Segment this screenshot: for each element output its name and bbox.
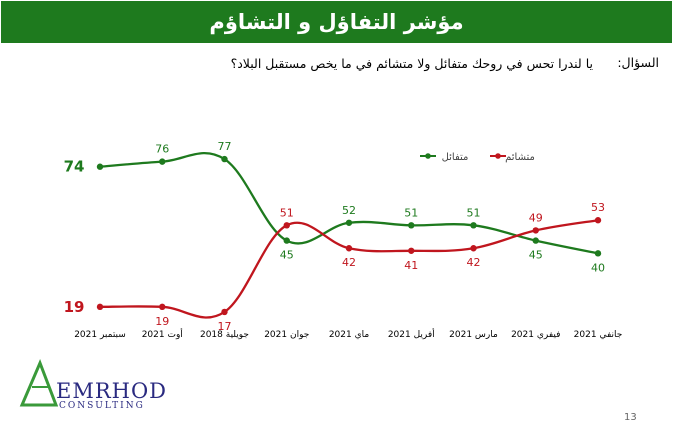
data-label: 51: [404, 206, 418, 219]
x-tick-label: جوان 2021: [264, 330, 309, 340]
question-text: يا لندرا تحس في روحك متفائل ولا متشائم ف…: [230, 56, 593, 71]
x-tick-label: أفريل 2021: [388, 328, 435, 340]
data-label: 17: [218, 320, 232, 333]
data-point: [408, 222, 415, 229]
data-label: 76: [155, 143, 169, 156]
logo-triangle-icon: [19, 359, 58, 407]
data-point: [221, 308, 228, 316]
data-label: 53: [591, 201, 605, 214]
question-label: السؤال:: [617, 55, 659, 70]
data-point: [283, 237, 290, 244]
x-tick-label: سبتمبر 2021: [74, 330, 126, 340]
page-title: مؤشر التفاؤل و التشاؤم: [209, 10, 464, 34]
data-label: 52: [342, 204, 356, 217]
data-label: 41: [404, 259, 418, 272]
data-point: [408, 247, 415, 254]
x-tick-label: جانفي 2021: [574, 330, 623, 340]
series-line-0: [99, 151, 599, 255]
data-label: 51: [467, 206, 481, 219]
data-point: [159, 158, 166, 165]
data-point: [283, 222, 290, 229]
title-bar: مؤشر التفاؤل و التشاؤم: [1, 1, 672, 43]
series-line-1: [99, 219, 599, 319]
x-tick-label: جويلية 2018: [200, 330, 249, 340]
data-point: [470, 245, 477, 252]
data-label: 40: [591, 261, 605, 274]
data-point: [96, 163, 104, 170]
data-point: [345, 245, 353, 252]
data-point: [532, 227, 539, 234]
data-label: 42: [342, 256, 356, 269]
legend-marker: [495, 153, 501, 159]
emrhod-logo: EMRHOD CONSULTING: [18, 355, 168, 411]
data-point: [159, 303, 166, 311]
x-tick-label: مارس 2021: [449, 330, 498, 340]
data-label: 19: [64, 298, 85, 316]
data-point: [221, 155, 228, 163]
data-label: 49: [529, 211, 543, 224]
legend-marker: [425, 153, 431, 159]
logo-wordmark: EMRHOD: [56, 379, 168, 403]
data-label: 45: [280, 249, 294, 262]
data-point: [96, 303, 104, 311]
data-label: 77: [218, 140, 232, 153]
data-label: 19: [155, 315, 169, 328]
legend-label: متشائم: [505, 152, 535, 163]
data-point: [345, 219, 353, 226]
data-label: 51: [280, 206, 294, 219]
data-label: 74: [64, 158, 85, 176]
data-label: 45: [529, 249, 543, 262]
data-point: [594, 250, 602, 257]
x-tick-label: فيفري 2021: [511, 330, 560, 340]
data-point: [532, 237, 539, 244]
logo-subtitle: CONSULTING: [59, 401, 145, 411]
data-point: [470, 222, 477, 229]
x-tick-label: ماي 2021: [329, 330, 370, 340]
x-tick-label: أوت 2021: [142, 328, 183, 340]
data-point: [594, 217, 602, 224]
legend-label: متفائل: [442, 152, 469, 163]
data-label: 42: [467, 256, 481, 269]
page-number: 13: [624, 412, 637, 423]
